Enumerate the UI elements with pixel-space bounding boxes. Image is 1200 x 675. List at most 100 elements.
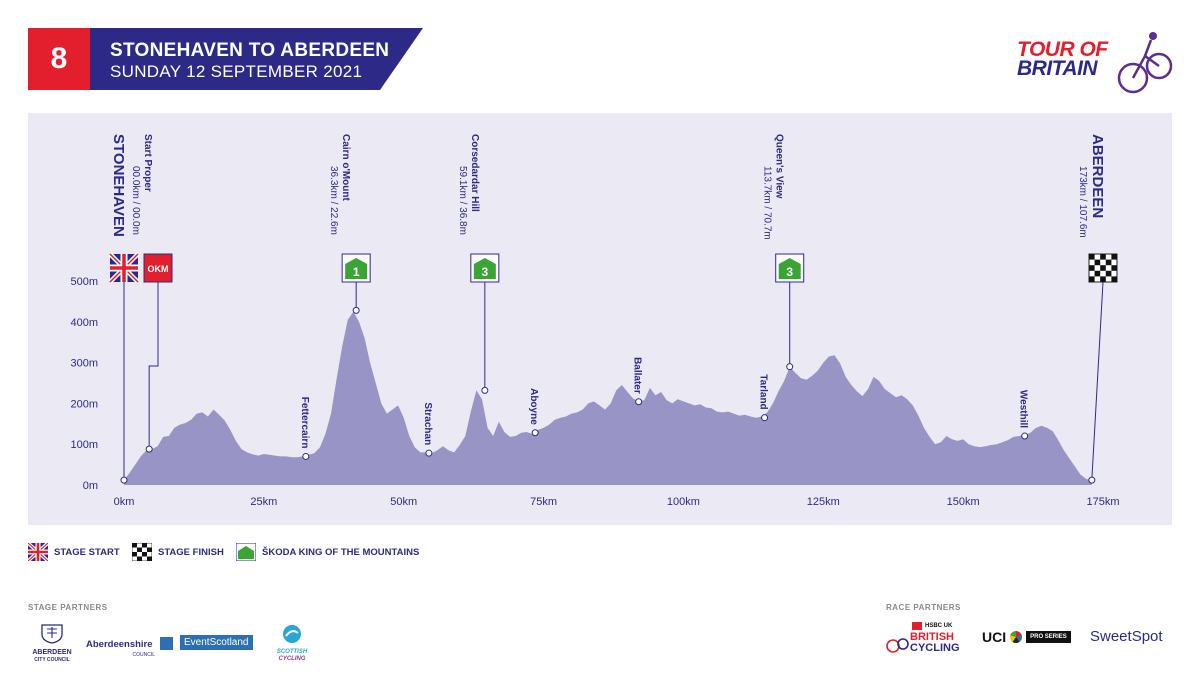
- stage-partners-label: STAGE PARTNERS: [28, 603, 108, 612]
- mountain-icon: [473, 258, 496, 279]
- x-tick-label: 25km: [250, 496, 277, 508]
- legend-stage-start: STAGE START: [28, 543, 120, 561]
- checker-square: [1105, 270, 1112, 277]
- british-cycling-logo: HSBC UK BRITISH CYCLING: [886, 622, 962, 654]
- waypoint-dot: [635, 398, 643, 406]
- header-banner: [28, 28, 423, 90]
- tour-of-britain-logo: TOUR OF BRITAIN: [1017, 38, 1108, 80]
- city-crest-icon: [41, 624, 63, 644]
- marker-line: [1091, 281, 1104, 481]
- marker-name: Queen's View: [774, 134, 785, 199]
- marker-detail: 59.1km / 36.8m: [457, 166, 468, 235]
- mountain-icon: [778, 258, 801, 279]
- y-tick-label: 500m: [70, 276, 98, 288]
- checker-square: [1111, 265, 1117, 271]
- kom-category: 3: [481, 265, 488, 279]
- hsbc-uk-text: HSBC UK: [925, 623, 953, 629]
- union-flag-icon: [28, 543, 48, 561]
- kom-category: 3: [786, 265, 793, 279]
- okm-badge: [143, 253, 173, 283]
- legend-kom-label: ŠKODA KING OF THE MOUNTAINS: [262, 546, 420, 558]
- marker-name: Corsedardar Hill: [469, 134, 480, 212]
- british-cycling-bike-icon: [886, 638, 909, 653]
- hsbc-badge: HSBC UK: [912, 622, 962, 630]
- race-partners-label: RACE PARTNERS: [886, 603, 961, 612]
- checker-square: [1100, 276, 1106, 282]
- marker-name: Cairn o'Mount: [340, 134, 351, 201]
- y-tick-label: 400m: [70, 317, 98, 329]
- kom-category: 1: [353, 265, 360, 279]
- eventscotland-logo: EventScotland: [180, 635, 253, 650]
- waypoint-label: Aboyne: [528, 388, 539, 425]
- checker-square: [1100, 265, 1106, 271]
- scottish-cycling-line-2: CYCLING: [278, 656, 306, 662]
- marker-dot: [145, 445, 153, 453]
- elevation-area: [124, 311, 1092, 485]
- legend-stage-finish-label: STAGE FINISH: [158, 546, 224, 558]
- cyclist-logo-icon: [1117, 32, 1173, 94]
- marker-dot: [481, 386, 489, 394]
- waypoint-label: Westhill: [1018, 390, 1029, 428]
- x-tick-label: 125km: [807, 496, 840, 508]
- pro-series-text: PRO SERIES: [1026, 631, 1071, 643]
- marker-dot: [352, 306, 360, 314]
- logo-line-2: BRITAIN: [1017, 57, 1098, 80]
- checker-square: [1089, 276, 1095, 282]
- scottish-cycling-logo: SCOTTISH CYCLING: [262, 624, 322, 663]
- checker-square: [1094, 259, 1101, 266]
- x-tick-label: 75km: [530, 496, 557, 508]
- checker-square: [1111, 254, 1117, 260]
- y-tick-label: 300m: [70, 358, 98, 370]
- legend-stage-finish: STAGE FINISH: [132, 543, 224, 561]
- aberdeen-city-council-logo: ABERDEEN CITY COUNCIL: [30, 622, 74, 663]
- logo-line-1: TOUR OF: [1017, 38, 1108, 61]
- aberdeenshire-logo: Aberdeenshire COUNCIL: [86, 634, 173, 659]
- x-tick-label: 100km: [667, 496, 700, 508]
- aberdeenshire-logo-name: Aberdeenshire: [86, 639, 153, 650]
- marker-name: Start Proper: [142, 134, 153, 192]
- marker-detail: 36.3km / 22.6m: [328, 166, 339, 235]
- x-tick-label: 150km: [947, 496, 980, 508]
- marker-dot: [786, 363, 794, 371]
- legend: STAGE START STAGE FINISH ŠKODA KING OF T…: [28, 543, 628, 563]
- stage-number-badge: 8: [28, 28, 90, 90]
- legend-kom: ŠKODA KING OF THE MOUNTAINS: [236, 543, 419, 561]
- legend-stage-start-label: STAGE START: [54, 546, 120, 558]
- checker-square: [1100, 254, 1106, 260]
- uci-rainbow-icon: [1010, 631, 1023, 643]
- marker-detail: 00.0km / 00.0m: [130, 166, 141, 235]
- waypoint-dot: [761, 414, 769, 422]
- okm-badge-label: OKM: [148, 264, 169, 274]
- marker-name: ABERDEEN: [1089, 134, 1106, 218]
- marker-dot: [1088, 476, 1096, 484]
- y-tick-label: 100m: [70, 439, 98, 451]
- checker-square: [1111, 276, 1117, 282]
- british-cycling-line-1: BRITISH: [910, 631, 954, 643]
- profile-panel: 0m 100m 200m 300m 400m 500m 0km 25km 50km 75km 100…: [28, 113, 1172, 525]
- aberdeen-logo-name: ABERDEEN: [32, 649, 72, 656]
- british-cycling-line-2: CYCLING: [910, 642, 960, 654]
- aberdeen-logo-sub: CITY COUNCIL: [34, 657, 70, 663]
- marker-detail: 173km / 107.6m: [1077, 166, 1088, 238]
- sweetspot-logo: SweetSpot: [1090, 628, 1163, 645]
- uci-text: UCI: [982, 629, 1007, 645]
- waypoint-dot: [1021, 432, 1029, 440]
- scottish-cycling-swirl-icon: [283, 625, 301, 643]
- hsbc-hexagon-icon: [912, 622, 922, 630]
- stage-date: SUNDAY 12 SEPTEMBER 2021: [110, 62, 363, 81]
- checker-square: [1094, 270, 1101, 277]
- marker-dot: [120, 476, 128, 484]
- mountain-icon: [236, 543, 256, 561]
- x-tick-label: 175km: [1086, 496, 1119, 508]
- waypoint-label: Strachan: [422, 402, 433, 445]
- stage-number: 8: [50, 42, 68, 75]
- marker-line: [148, 282, 159, 450]
- x-tick-label: 50km: [390, 496, 417, 508]
- waypoint-dot: [531, 429, 539, 437]
- checkered-flag-icon: [132, 543, 152, 561]
- aberdeenshire-a-icon: [159, 637, 173, 650]
- mountain-icon: [345, 258, 368, 279]
- flag-cross-red: [110, 254, 138, 282]
- marker-name: STONEHAVEN: [110, 134, 127, 237]
